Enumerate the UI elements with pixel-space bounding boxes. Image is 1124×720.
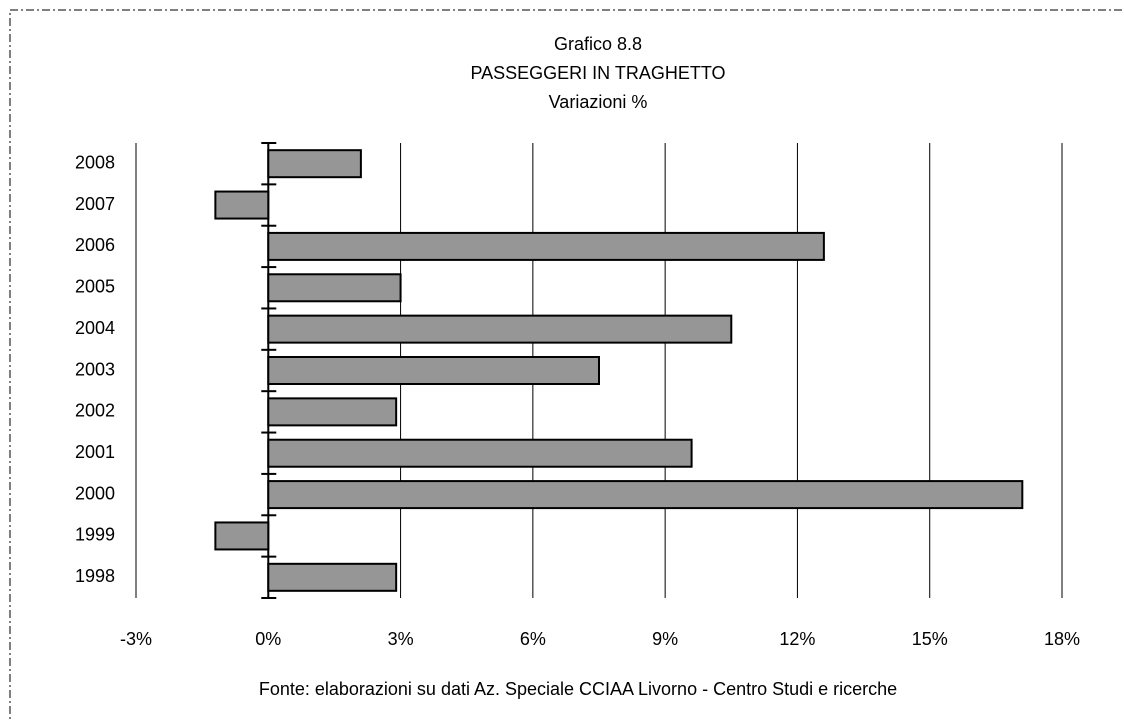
x-tick-label: 6% [520,629,546,649]
y-tick-label: 2001 [75,442,115,462]
bar [267,397,398,427]
bar [267,438,693,468]
x-tick-label: 3% [388,629,414,649]
frame [9,9,1124,720]
y-tick-label: 2000 [75,483,115,503]
chart-title: Grafico 8.8 [554,34,642,54]
x-tick-label: 15% [912,629,948,649]
bar [267,480,1024,510]
y-tick-label: 2004 [75,318,115,338]
source-note: Fonte: elaborazioni su dati Az. Speciale… [259,679,897,699]
y-tick-label: 2006 [75,235,115,255]
bar [267,149,362,179]
bar [267,314,733,344]
bar [267,562,398,592]
x-tick-label: 9% [652,629,678,649]
y-tick-label: 1998 [75,566,115,586]
y-tick-label: 2002 [75,401,115,421]
y-tick-label: 2003 [75,359,115,379]
chart-subtitle: Variazioni % [549,92,648,112]
y-tick-label: 2005 [75,277,115,297]
x-tick-label: 18% [1044,629,1080,649]
bar [214,521,270,551]
chart-subtitle: PASSEGGERI IN TRAGHETTO [470,63,725,83]
y-tick-label: 2007 [75,194,115,214]
x-tick-label: 0% [255,629,281,649]
y-tick-label: 2008 [75,152,115,172]
bar [267,356,600,385]
y-tick-label: 1999 [75,525,115,545]
bar [267,231,825,261]
x-tick-label: -3% [120,629,152,649]
x-tick-label: 12% [779,629,815,649]
bar [267,273,402,303]
bar [214,190,270,220]
